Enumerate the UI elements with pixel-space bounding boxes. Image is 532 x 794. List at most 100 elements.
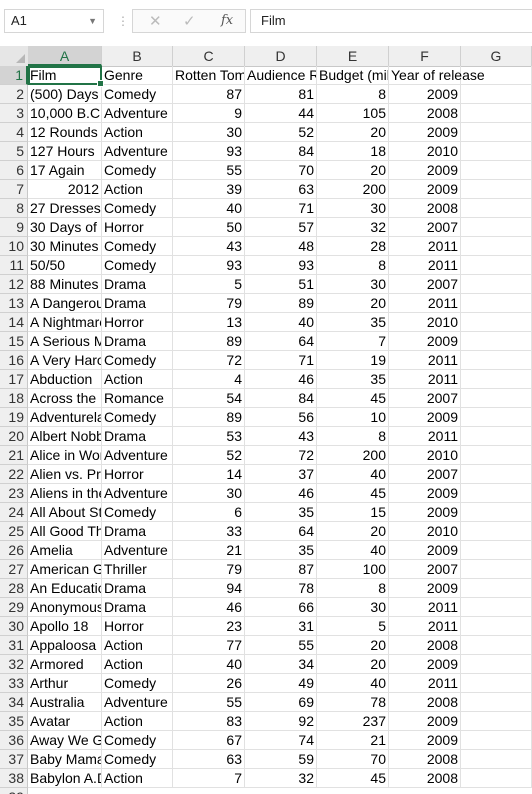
table-cell[interactable]: Away We Go <box>28 731 102 750</box>
table-cell[interactable]: Horror <box>102 617 173 636</box>
table-cell[interactable]: 40 <box>317 541 389 560</box>
header-cell[interactable]: Audience Rating <box>245 66 317 85</box>
row-header-10[interactable]: 10 <box>0 237 28 256</box>
table-cell[interactable]: 84 <box>245 142 317 161</box>
table-cell[interactable]: 2009 <box>389 85 461 104</box>
table-cell[interactable]: 88 Minutes <box>28 275 102 294</box>
table-cell[interactable]: 48 <box>245 237 317 256</box>
table-cell[interactable]: 23 <box>173 617 245 636</box>
table-cell[interactable]: Armored <box>28 655 102 674</box>
formula-input[interactable]: Film <box>250 9 532 33</box>
table-cell[interactable]: 35 <box>245 541 317 560</box>
table-cell[interactable]: Comedy <box>102 85 173 104</box>
table-cell[interactable] <box>461 351 532 370</box>
table-cell[interactable]: 71 <box>245 199 317 218</box>
table-cell[interactable]: Drama <box>102 579 173 598</box>
row-header-11[interactable]: 11 <box>0 256 28 275</box>
table-cell[interactable]: Drama <box>102 332 173 351</box>
table-cell[interactable]: 64 <box>245 332 317 351</box>
table-cell[interactable] <box>461 161 532 180</box>
table-cell[interactable]: Adventure <box>102 693 173 712</box>
row-header-7[interactable]: 7 <box>0 180 28 199</box>
row-header-36[interactable]: 36 <box>0 731 28 750</box>
row-header-12[interactable]: 12 <box>0 275 28 294</box>
table-cell[interactable]: 39 <box>173 180 245 199</box>
table-cell[interactable]: Adventureland <box>28 408 102 427</box>
table-cell[interactable] <box>461 484 532 503</box>
table-cell[interactable]: 37 <box>245 465 317 484</box>
table-cell[interactable]: 78 <box>317 693 389 712</box>
table-cell[interactable]: 30 Days of Night <box>28 218 102 237</box>
table-cell[interactable]: 8 <box>317 579 389 598</box>
table-cell[interactable]: Comedy <box>102 731 173 750</box>
table-cell[interactable]: 2009 <box>389 123 461 142</box>
column-header-b[interactable]: B <box>102 46 173 66</box>
table-cell[interactable] <box>461 199 532 218</box>
table-cell[interactable]: Baby Mama <box>28 750 102 769</box>
row-header-29[interactable]: 29 <box>0 598 28 617</box>
table-cell[interactable]: 8 <box>317 427 389 446</box>
row-header-19[interactable]: 19 <box>0 408 28 427</box>
table-cell[interactable]: 89 <box>245 294 317 313</box>
table-cell[interactable]: Horror <box>102 313 173 332</box>
table-cell[interactable]: 7 <box>173 769 245 788</box>
table-cell[interactable]: 63 <box>245 180 317 199</box>
table-cell[interactable]: 2009 <box>389 332 461 351</box>
row-header-8[interactable]: 8 <box>0 199 28 218</box>
table-cell[interactable]: 2011 <box>389 598 461 617</box>
table-cell[interactable]: 200 <box>317 446 389 465</box>
table-cell[interactable]: 40 <box>317 674 389 693</box>
table-cell[interactable]: Horror <box>102 465 173 484</box>
table-cell[interactable]: 70 <box>317 750 389 769</box>
table-cell[interactable] <box>461 370 532 389</box>
header-cell[interactable]: Budget (million $) <box>317 66 389 85</box>
row-header-23[interactable]: 23 <box>0 484 28 503</box>
row-header-24[interactable]: 24 <box>0 503 28 522</box>
table-cell[interactable]: 2009 <box>389 484 461 503</box>
header-cell[interactable]: Rotten Tomatoes % <box>173 66 245 85</box>
table-cell[interactable] <box>461 522 532 541</box>
column-header-c[interactable]: C <box>173 46 245 66</box>
table-cell[interactable]: Drama <box>102 275 173 294</box>
table-cell[interactable]: Adventure <box>102 541 173 560</box>
row-header-27[interactable]: 27 <box>0 560 28 579</box>
table-cell[interactable]: 67 <box>173 731 245 750</box>
table-cell[interactable]: Comedy <box>102 503 173 522</box>
table-cell[interactable]: 32 <box>245 769 317 788</box>
table-cell[interactable]: 2011 <box>389 294 461 313</box>
table-cell[interactable]: An Education <box>28 579 102 598</box>
table-cell[interactable] <box>461 85 532 104</box>
table-cell[interactable]: 20 <box>317 294 389 313</box>
table-cell[interactable]: Abduction <box>28 370 102 389</box>
table-cell[interactable] <box>461 617 532 636</box>
table-cell[interactable]: 2008 <box>389 199 461 218</box>
table-cell[interactable] <box>461 142 532 161</box>
table-cell[interactable] <box>461 750 532 769</box>
column-header-a[interactable]: A <box>28 46 102 66</box>
table-cell[interactable]: 72 <box>173 351 245 370</box>
table-cell[interactable] <box>461 503 532 522</box>
confirm-icon[interactable]: ✓ <box>183 13 196 30</box>
table-cell[interactable]: Babylon A.D. <box>28 769 102 788</box>
table-cell[interactable]: 8 <box>317 85 389 104</box>
table-cell[interactable]: 45 <box>317 484 389 503</box>
table-cell[interactable]: 2007 <box>389 389 461 408</box>
table-cell[interactable]: Comedy <box>102 199 173 218</box>
table-cell[interactable]: 33 <box>173 522 245 541</box>
header-cell[interactable]: Genre <box>102 66 173 85</box>
table-cell[interactable]: 43 <box>173 237 245 256</box>
header-cell[interactable] <box>461 66 532 85</box>
table-cell[interactable] <box>461 294 532 313</box>
table-cell[interactable]: Comedy <box>102 256 173 275</box>
table-cell[interactable]: 9 <box>173 104 245 123</box>
table-cell[interactable]: 79 <box>173 294 245 313</box>
row-header-15[interactable]: 15 <box>0 332 28 351</box>
table-cell[interactable]: Action <box>102 370 173 389</box>
table-cell[interactable]: Horror <box>102 218 173 237</box>
table-cell[interactable] <box>461 313 532 332</box>
table-cell[interactable]: All About Steve <box>28 503 102 522</box>
table-cell[interactable]: 72 <box>245 446 317 465</box>
table-cell[interactable]: 2008 <box>389 769 461 788</box>
table-cell[interactable]: A Dangerous Method <box>28 294 102 313</box>
table-cell[interactable]: 87 <box>173 85 245 104</box>
